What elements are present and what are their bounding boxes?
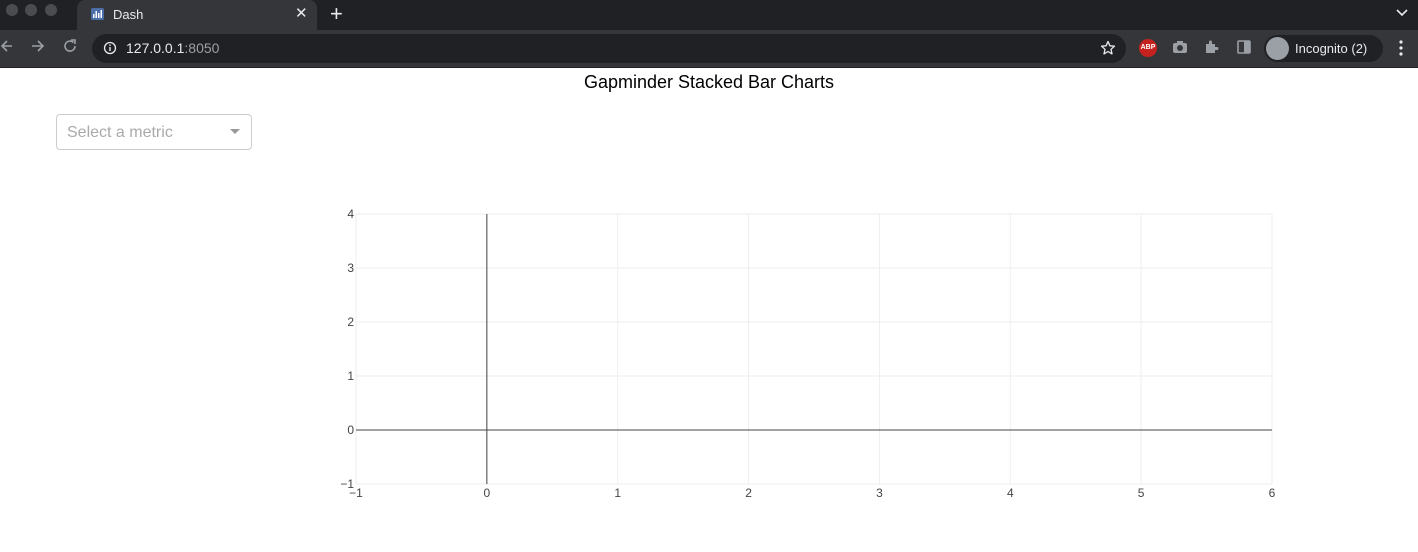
metric-dropdown[interactable]: Select a metric xyxy=(56,114,252,150)
close-window-button[interactable] xyxy=(6,4,18,16)
x-tick-label: 4 xyxy=(1007,486,1014,500)
forward-icon[interactable] xyxy=(30,38,46,54)
url-host: 127.0.0.1 xyxy=(126,40,185,56)
tab-close-icon[interactable]: ✕ xyxy=(295,5,308,22)
browser-toolbar: 127.0.0.1:8050 ABP Incognito (2) xyxy=(0,30,1418,68)
tab-title: Dash xyxy=(113,7,144,22)
reload-icon[interactable] xyxy=(62,38,78,54)
tab-search-icon[interactable] xyxy=(1396,6,1408,20)
camera-extension-icon[interactable] xyxy=(1172,39,1188,55)
adblock-extension-icon[interactable]: ABP xyxy=(1139,39,1157,57)
bookmark-star-icon[interactable] xyxy=(1100,40,1116,56)
x-tick-label: 1 xyxy=(614,486,621,500)
browser-menu-icon[interactable] xyxy=(1398,39,1404,57)
browser-tab-strip: Dash ✕ + xyxy=(0,0,1418,30)
y-tick-label: −1 xyxy=(340,477,354,491)
y-tick-label: 4 xyxy=(347,207,354,221)
incognito-avatar-icon xyxy=(1266,37,1289,60)
y-tick-label: 3 xyxy=(347,261,354,275)
y-tick-label: 0 xyxy=(347,423,354,437)
site-info-icon[interactable] xyxy=(103,41,117,55)
url-port: :8050 xyxy=(184,40,220,56)
back-icon[interactable] xyxy=(0,38,14,54)
page-title: Gapminder Stacked Bar Charts xyxy=(583,72,835,92)
y-tick-label: 2 xyxy=(347,315,354,329)
new-tab-button[interactable]: + xyxy=(330,1,343,26)
x-tick-label: 6 xyxy=(1269,486,1276,500)
side-panel-icon[interactable] xyxy=(1236,39,1252,55)
chevron-down-icon[interactable] xyxy=(230,129,240,134)
maximize-window-button[interactable] xyxy=(45,4,57,16)
extensions-puzzle-icon[interactable] xyxy=(1204,39,1220,55)
x-tick-label: 0 xyxy=(484,486,491,500)
browser-tab[interactable]: Dash ✕ xyxy=(77,0,317,30)
dropdown-placeholder: Select a metric xyxy=(67,124,173,141)
y-tick-label: 1 xyxy=(347,369,354,383)
x-tick-label: 2 xyxy=(745,486,752,500)
incognito-profile-button[interactable]: Incognito (2) xyxy=(1264,35,1383,62)
incognito-label: Incognito (2) xyxy=(1295,41,1368,56)
address-bar[interactable]: 127.0.0.1:8050 xyxy=(92,34,1126,63)
x-tick-label: 5 xyxy=(1138,486,1145,500)
dash-favicon-icon xyxy=(91,8,104,20)
x-tick-label: −1 xyxy=(349,486,363,500)
minimize-window-button[interactable] xyxy=(25,4,37,16)
x-tick-label: 3 xyxy=(876,486,883,500)
url-text: 127.0.0.1:8050 xyxy=(126,40,219,56)
